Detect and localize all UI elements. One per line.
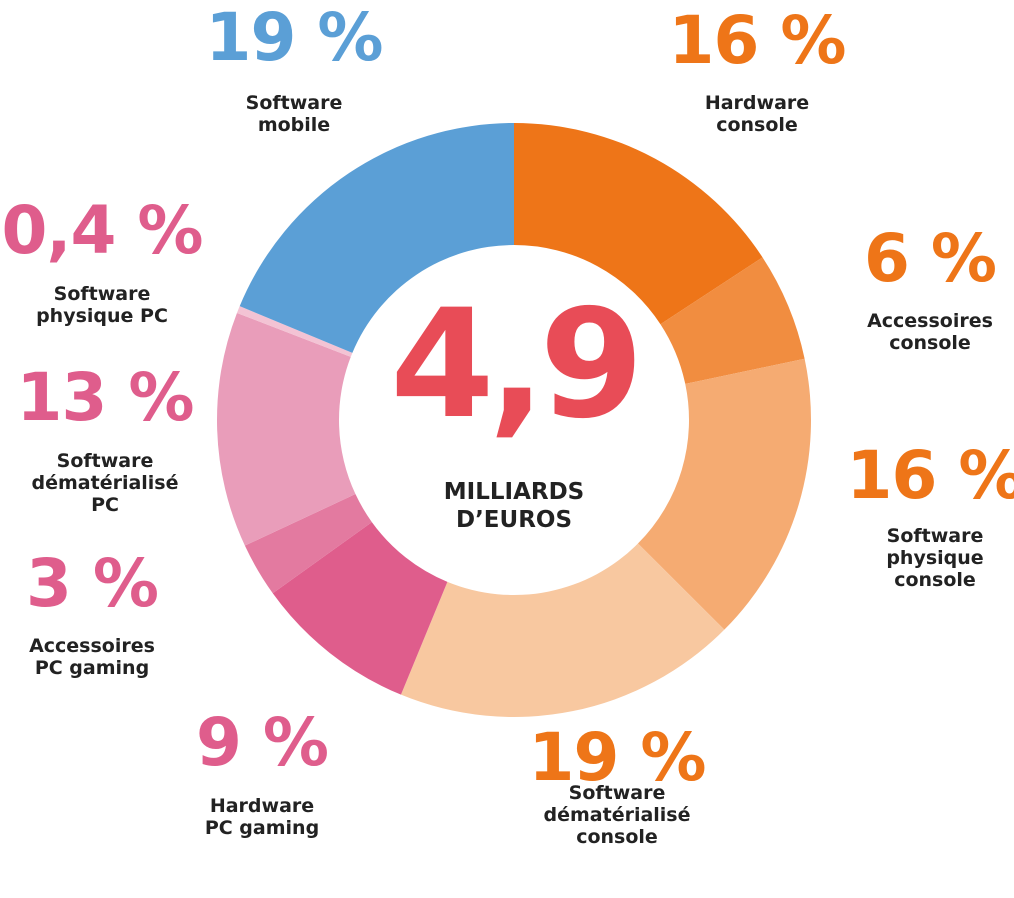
donut-slice bbox=[400, 543, 725, 717]
value-label: 3 % bbox=[25, 545, 159, 622]
donut-slice bbox=[660, 257, 805, 384]
center-value: 4,9 bbox=[390, 278, 644, 452]
value-label: 0,4 % bbox=[1, 192, 203, 269]
center-label: MILLIARDS D’EUROS bbox=[443, 479, 585, 533]
category-label: Software physique PC bbox=[36, 283, 168, 327]
category-label: Accessoires PC gaming bbox=[29, 635, 155, 679]
donut-slice bbox=[236, 306, 353, 357]
category-label: Hardware console bbox=[704, 92, 810, 136]
donut-slice bbox=[514, 123, 763, 325]
value-label: 19 % bbox=[205, 0, 384, 76]
donut-slice bbox=[244, 494, 372, 594]
value-label: 16 % bbox=[668, 2, 847, 79]
value-label: 13 % bbox=[16, 359, 195, 436]
category-label: Hardware PC gaming bbox=[204, 795, 320, 839]
category-label: Accessoires console bbox=[867, 310, 993, 354]
donut-slice bbox=[637, 358, 811, 630]
value-label: 9 % bbox=[195, 704, 329, 781]
value-label: 6 % bbox=[863, 220, 997, 297]
value-label: 19 % bbox=[528, 719, 707, 796]
donut-slice bbox=[239, 123, 514, 353]
category-label: Software physique console bbox=[886, 525, 984, 591]
donut-slice bbox=[217, 312, 356, 546]
value-label: 16 % bbox=[846, 437, 1014, 514]
category-label: Software mobile bbox=[245, 92, 343, 136]
category-label: Software dématérialisé PC bbox=[31, 450, 179, 516]
category-label: Software dématérialisé console bbox=[543, 782, 691, 848]
donut-slice bbox=[272, 522, 448, 695]
